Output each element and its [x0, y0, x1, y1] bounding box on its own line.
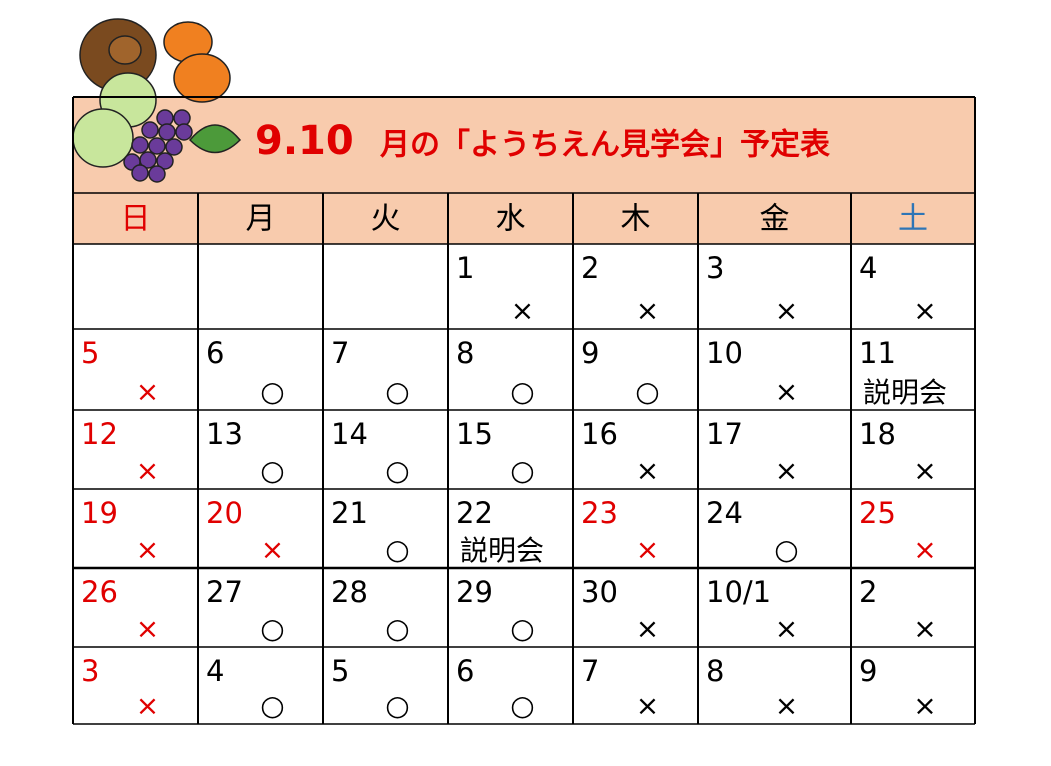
availability-mark: ×	[913, 612, 936, 645]
day-number: 12	[81, 417, 118, 451]
day-number: 6	[206, 336, 224, 370]
day-number: 26	[81, 575, 118, 609]
availability-mark: ×	[775, 612, 798, 645]
day-number: 25	[859, 496, 896, 530]
availability-mark: ○	[385, 454, 409, 487]
day-number: 2	[581, 251, 599, 285]
availability-mark: ○	[260, 612, 284, 645]
availability-mark: ×	[511, 294, 534, 327]
day-number: 5	[81, 336, 99, 370]
day-number: 4	[859, 251, 877, 285]
availability-mark: ×	[775, 375, 798, 408]
availability-mark: ×	[636, 454, 659, 487]
weekday-label: 日	[121, 202, 151, 237]
availability-mark: ×	[636, 689, 659, 722]
day-number: 9	[859, 654, 877, 688]
availability-mark: ×	[636, 533, 659, 566]
event-note: 説明会	[460, 534, 544, 567]
day-number: 8	[706, 654, 724, 688]
day-number: 10/1	[706, 575, 771, 609]
weekday-label: 火	[371, 202, 401, 237]
availability-mark: ○	[385, 533, 409, 566]
day-number: 13	[206, 417, 243, 451]
day-number: 8	[456, 336, 474, 370]
availability-mark: ○	[635, 375, 659, 408]
title-number: 9.10	[255, 118, 354, 164]
fruit-illustration	[72, 18, 242, 183]
availability-mark: ×	[136, 533, 159, 566]
availability-mark: ○	[385, 375, 409, 408]
availability-mark: ×	[261, 533, 284, 566]
availability-mark: ○	[385, 689, 409, 722]
day-number: 4	[206, 654, 224, 688]
day-number: 10	[706, 336, 743, 370]
availability-mark: ×	[913, 689, 936, 722]
availability-mark: ×	[775, 689, 798, 722]
title-text: 月の「ようちえん見学会」予定表	[380, 128, 830, 163]
day-number: 20	[206, 496, 243, 530]
weekday-label: 木	[621, 202, 651, 237]
day-number: 30	[581, 575, 618, 609]
day-number: 11	[859, 336, 896, 370]
availability-mark: ○	[385, 612, 409, 645]
day-number: 7	[581, 654, 599, 688]
day-number: 3	[706, 251, 724, 285]
day-number: 7	[331, 336, 349, 370]
day-number: 19	[81, 496, 118, 530]
event-note: 説明会	[863, 376, 947, 409]
availability-mark: ×	[636, 612, 659, 645]
availability-mark: ×	[913, 533, 936, 566]
day-number: 9	[581, 336, 599, 370]
day-number: 5	[331, 654, 349, 688]
availability-mark: ×	[136, 689, 159, 722]
day-number: 1	[456, 251, 474, 285]
weekday-label: 月	[246, 202, 276, 237]
availability-mark: ×	[136, 612, 159, 645]
availability-mark: ×	[913, 294, 936, 327]
day-number: 6	[456, 654, 474, 688]
day-number: 2	[859, 575, 877, 609]
day-number: 29	[456, 575, 493, 609]
availability-mark: ×	[136, 375, 159, 408]
availability-mark: ×	[636, 294, 659, 327]
day-number: 21	[331, 496, 368, 530]
day-number: 17	[706, 417, 743, 451]
day-number: 23	[581, 496, 618, 530]
availability-mark: ×	[136, 454, 159, 487]
availability-mark: ×	[775, 294, 798, 327]
availability-mark: ○	[260, 375, 284, 408]
availability-mark: ×	[775, 454, 798, 487]
weekday-label: 水	[496, 202, 526, 237]
availability-mark: ○	[260, 454, 284, 487]
weekday-label: 金	[760, 202, 790, 237]
availability-mark: ○	[510, 375, 534, 408]
availability-mark: ○	[510, 612, 534, 645]
availability-mark: ○	[510, 454, 534, 487]
header-band	[73, 97, 975, 244]
availability-mark: ○	[510, 689, 534, 722]
weekday-label: 土	[898, 202, 928, 237]
day-number: 3	[81, 654, 99, 688]
availability-mark: ○	[260, 689, 284, 722]
day-number: 18	[859, 417, 896, 451]
day-number: 14	[331, 417, 368, 451]
day-number: 16	[581, 417, 618, 451]
day-number: 24	[706, 496, 743, 530]
availability-mark: ○	[774, 533, 798, 566]
day-number: 27	[206, 575, 243, 609]
availability-mark: ×	[913, 454, 936, 487]
day-number: 28	[331, 575, 368, 609]
day-number: 22	[456, 496, 493, 530]
day-number: 15	[456, 417, 493, 451]
